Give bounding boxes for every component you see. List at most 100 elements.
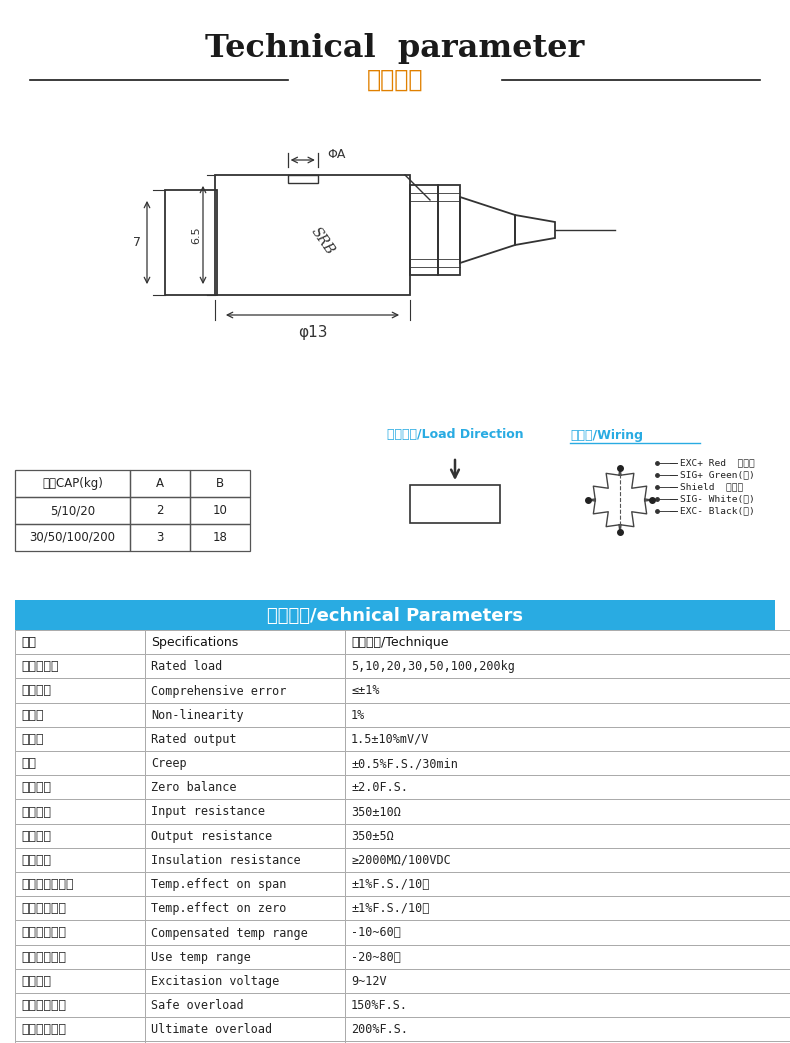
Bar	[15, 896, 145, 920]
Bar	[15, 498, 130, 524]
Text: Rated load: Rated load	[151, 660, 222, 674]
Bar	[15, 524, 130, 551]
Bar	[345, 703, 790, 727]
Text: 18: 18	[213, 531, 228, 544]
Bar	[15, 1017, 145, 1041]
Bar	[345, 824, 790, 848]
Text: Excitasion voltage: Excitasion voltage	[151, 975, 279, 988]
Bar	[410, 485, 500, 523]
Text: 技术参数/echnical Parameters: 技术参数/echnical Parameters	[267, 607, 523, 625]
Text: 1%: 1%	[351, 708, 365, 722]
Bar	[145, 920, 345, 945]
Text: φ13: φ13	[298, 325, 327, 340]
Bar	[345, 678, 790, 703]
Text: 非线性: 非线性	[21, 708, 43, 722]
Text: 2: 2	[156, 504, 164, 517]
Text: 极限过载范围: 极限过载范围	[21, 1023, 66, 1037]
Text: Safe overload: Safe overload	[151, 999, 243, 1012]
Bar	[130, 524, 190, 551]
Text: 使用温度范围: 使用温度范围	[21, 951, 66, 964]
Bar	[345, 896, 790, 920]
Text: Insulation resistance: Insulation resistance	[151, 854, 301, 867]
Text: Temp.effect on zero: Temp.effect on zero	[151, 902, 286, 916]
Bar	[345, 945, 790, 969]
Text: Technical  parameter: Technical parameter	[205, 32, 585, 64]
Bar	[15, 470, 130, 498]
Text: 350±10Ω: 350±10Ω	[351, 805, 401, 819]
Text: 参数: 参数	[21, 636, 36, 649]
Text: Shield  屏蔽线: Shield 屏蔽线	[680, 483, 743, 491]
Text: 输出阻抗: 输出阻抗	[21, 829, 51, 843]
Text: 技术参数: 技术参数	[367, 68, 423, 92]
Text: 零点输出: 零点输出	[21, 781, 51, 795]
Text: 综合误差: 综合误差	[21, 684, 51, 698]
Bar	[145, 872, 345, 896]
Text: 绶缘电阵: 绶缘电阵	[21, 854, 51, 867]
Bar	[15, 727, 145, 751]
Text: 受力方式/Load Direction: 受力方式/Load Direction	[386, 429, 523, 441]
Bar	[15, 600, 775, 630]
Text: 灵敏度温度影响: 灵敏度温度影响	[21, 878, 73, 891]
Bar	[15, 993, 145, 1017]
Bar	[345, 848, 790, 872]
Bar	[15, 824, 145, 848]
Text: Ultimate overload: Ultimate overload	[151, 1023, 272, 1037]
Bar	[145, 969, 345, 993]
Text: ±0.5%F.S./30min: ±0.5%F.S./30min	[351, 757, 458, 770]
Text: 200%F.S.: 200%F.S.	[351, 1023, 408, 1037]
Bar	[345, 1041, 790, 1043]
Bar	[15, 703, 145, 727]
Text: 安全过载范围: 安全过载范围	[21, 999, 66, 1012]
Text: 温度补偿范围: 温度补偿范围	[21, 926, 66, 940]
Bar	[130, 498, 190, 524]
Text: Rated output: Rated output	[151, 733, 236, 746]
Bar	[15, 775, 145, 799]
Text: 350±5Ω: 350±5Ω	[351, 829, 393, 843]
Bar	[215, 175, 410, 295]
Bar	[410, 185, 438, 275]
Bar	[130, 470, 190, 498]
Bar	[145, 775, 345, 799]
Text: Comprehensive error: Comprehensive error	[151, 684, 286, 698]
Text: 150%F.S.: 150%F.S.	[351, 999, 408, 1012]
Text: Temp.effect on span: Temp.effect on span	[151, 878, 286, 891]
Bar	[145, 848, 345, 872]
Bar	[345, 969, 790, 993]
Bar	[345, 872, 790, 896]
Bar	[15, 799, 145, 824]
Text: 量程CAP(kg): 量程CAP(kg)	[42, 477, 103, 490]
Bar	[345, 630, 790, 654]
Text: 灵敏度: 灵敏度	[21, 733, 43, 746]
Bar	[345, 751, 790, 775]
Bar	[145, 630, 345, 654]
Text: -20~80℃: -20~80℃	[351, 951, 401, 964]
Bar	[145, 945, 345, 969]
Bar	[15, 678, 145, 703]
Text: 30/50/100/200: 30/50/100/200	[29, 531, 115, 544]
Bar	[345, 799, 790, 824]
Bar	[345, 654, 790, 678]
Text: 3: 3	[156, 531, 164, 544]
Text: EXC+ Red  （红）: EXC+ Red （红）	[680, 459, 754, 467]
Bar	[15, 872, 145, 896]
Text: SIG+ Green(绿): SIG+ Green(绿)	[680, 470, 754, 480]
Text: Non-linearity: Non-linearity	[151, 708, 243, 722]
Text: 零点温度影响: 零点温度影响	[21, 902, 66, 916]
Text: SIG- White(白): SIG- White(白)	[680, 494, 754, 504]
Text: 10: 10	[213, 504, 228, 517]
Bar	[15, 654, 145, 678]
Bar	[190, 498, 250, 524]
Text: 输入阻抗: 输入阻抗	[21, 805, 51, 819]
Text: Compensated temp range: Compensated temp range	[151, 926, 308, 940]
Bar	[145, 751, 345, 775]
Text: Output resistance: Output resistance	[151, 829, 272, 843]
Bar	[145, 654, 345, 678]
Text: 6.5: 6.5	[191, 226, 201, 244]
Bar	[15, 1041, 145, 1043]
Text: Use temp range: Use temp range	[151, 951, 250, 964]
Text: ±2.0F.S.: ±2.0F.S.	[351, 781, 408, 795]
Bar	[345, 727, 790, 751]
Bar	[145, 799, 345, 824]
Bar	[438, 185, 460, 275]
Bar	[145, 993, 345, 1017]
